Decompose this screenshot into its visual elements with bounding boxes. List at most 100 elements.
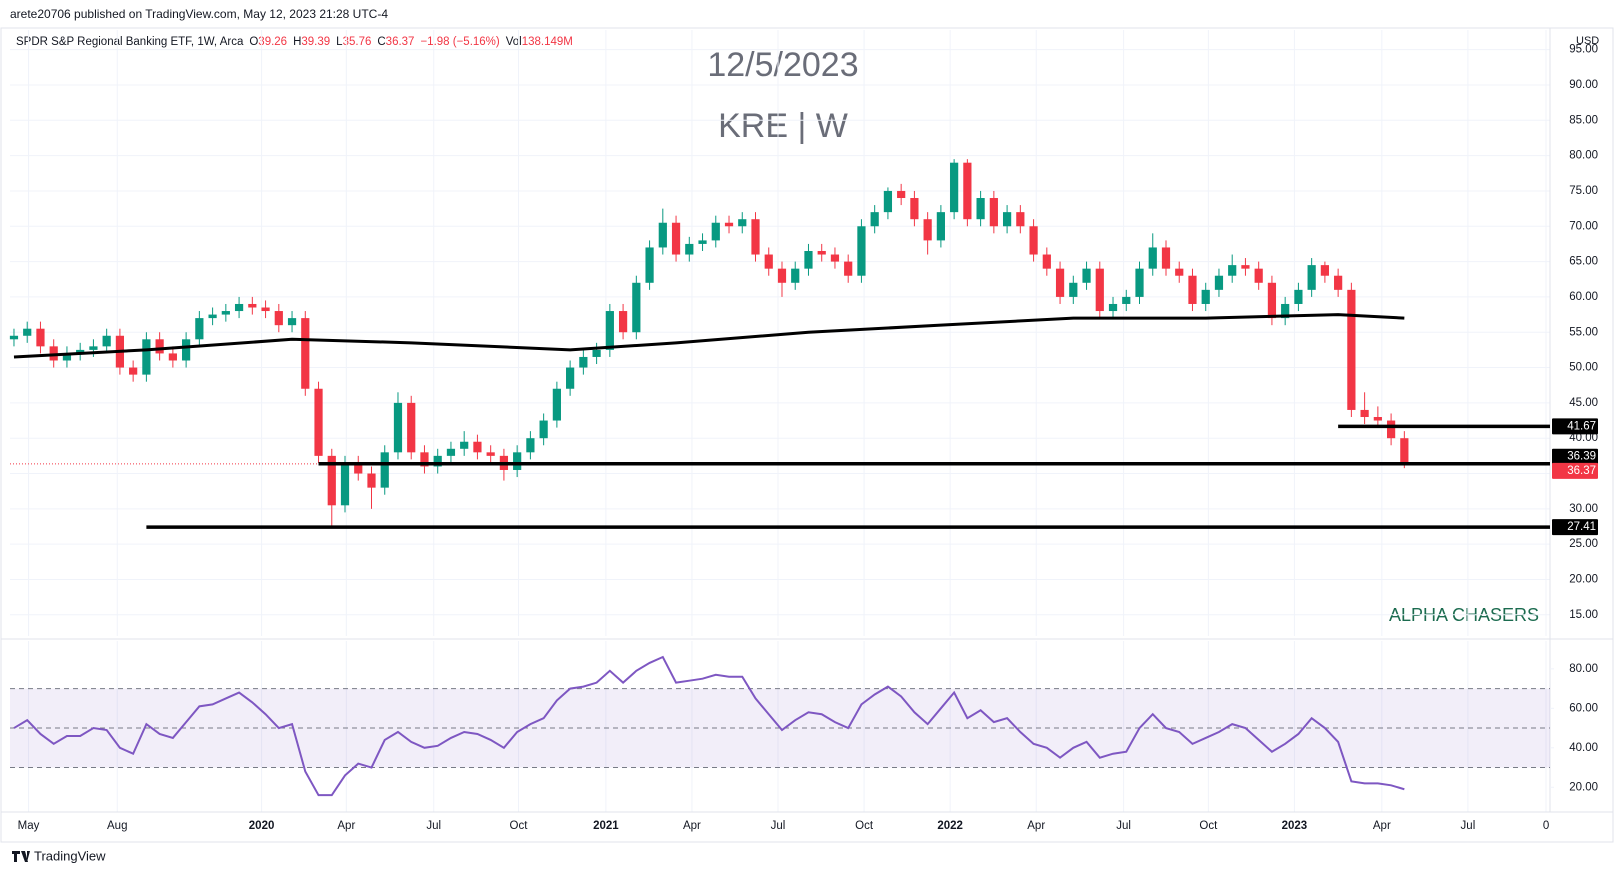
ohlc-value: 35.76 xyxy=(343,36,372,48)
candle-body xyxy=(513,452,522,470)
candle-body xyxy=(671,222,681,255)
candle-body xyxy=(314,388,323,456)
watermark-date: 12/5/2023 xyxy=(707,46,858,84)
x-tick-label: 2021 xyxy=(593,820,619,832)
y-tick-label: 80.00 xyxy=(1569,663,1598,675)
candle-body xyxy=(460,441,469,449)
x-tick-label: 2020 xyxy=(249,820,275,832)
symbol-legend: SPDR S&P Regional Banking ETF, 1W, Arca O… xyxy=(16,36,573,48)
x-tick-label: May xyxy=(18,820,40,832)
candle-body xyxy=(963,162,972,220)
y-tick-label: 85.00 xyxy=(1569,114,1598,126)
candle-body xyxy=(1373,417,1382,421)
candle-body xyxy=(168,353,177,361)
candle-body xyxy=(301,318,310,389)
x-tick-label: Oct xyxy=(855,820,874,832)
candle-body xyxy=(1214,275,1224,290)
candle-body xyxy=(1386,420,1396,439)
y-tick-label: 20.00 xyxy=(1569,574,1598,586)
candle-body xyxy=(367,473,376,488)
x-tick-label: 2022 xyxy=(937,820,963,832)
ohlc-key: O xyxy=(249,36,258,48)
level-tag xyxy=(1552,519,1598,536)
candle-body xyxy=(1029,226,1038,255)
published-line: arete20706 published on TradingView.com,… xyxy=(10,7,388,21)
level-label: 41.67 xyxy=(1567,420,1596,432)
candle-body xyxy=(711,222,720,241)
candle-body xyxy=(1307,265,1316,290)
candle-body xyxy=(1016,212,1025,227)
candle-body xyxy=(1334,275,1343,290)
candle-body xyxy=(195,318,204,340)
candle-body xyxy=(420,452,429,467)
candle-body xyxy=(791,268,800,283)
candle-body xyxy=(23,328,32,336)
vol-key: Vol xyxy=(506,36,522,48)
candle-body xyxy=(936,212,945,241)
candle-body xyxy=(552,388,561,421)
candle-body xyxy=(592,349,601,357)
y-tick-label: 55.00 xyxy=(1569,326,1598,338)
candle-body xyxy=(248,303,257,308)
candle-body xyxy=(897,190,906,199)
candle-body xyxy=(658,222,667,248)
y-tick-label: 45.00 xyxy=(1569,397,1598,409)
candle-body xyxy=(989,198,998,227)
currency: USD xyxy=(1576,35,1599,47)
candle-body xyxy=(261,307,270,312)
candle-body xyxy=(380,452,389,488)
ohlc-key: L xyxy=(336,36,343,48)
candle-body xyxy=(327,455,336,506)
candle-body xyxy=(1002,212,1012,227)
candle-body xyxy=(407,402,416,453)
last-price-label: 36.37 xyxy=(1567,465,1596,477)
moving-average xyxy=(13,313,1405,359)
candle-body xyxy=(208,314,217,319)
y-tick-label: 70.00 xyxy=(1569,220,1598,232)
candle-body xyxy=(817,250,826,255)
footer-brand: TradingView xyxy=(34,848,106,863)
x-tick-label: Jul xyxy=(771,820,786,832)
candle-body xyxy=(1228,265,1237,276)
symbol-name: SPDR S&P Regional Banking ETF, 1W, Arca xyxy=(16,36,244,48)
candle-body xyxy=(1201,289,1210,304)
y-tick-label: 20.00 xyxy=(1569,781,1598,793)
candle-body xyxy=(777,268,787,283)
candle-body xyxy=(844,261,853,276)
y-tick-label: 40.00 xyxy=(1569,432,1598,444)
candle-body xyxy=(486,452,495,456)
x-tick-label: Apr xyxy=(1027,820,1045,832)
candle-body xyxy=(1042,254,1051,269)
candle-body xyxy=(182,339,191,361)
candle-body xyxy=(923,219,932,241)
y-tick-label: 50.00 xyxy=(1569,362,1598,374)
x-tick-label: Jul xyxy=(1116,820,1131,832)
candle-body xyxy=(142,339,151,375)
candle-body xyxy=(724,222,734,227)
x-tick-label: Apr xyxy=(683,820,701,832)
candle-body xyxy=(1148,247,1157,269)
x-tick-label: 0 xyxy=(1543,820,1549,832)
x-tick-label: Apr xyxy=(1373,820,1391,832)
y-tick-label: 95.00 xyxy=(1569,44,1598,56)
candle-body xyxy=(1055,268,1065,297)
candle-body xyxy=(857,226,866,276)
candle-body xyxy=(155,339,164,354)
chart-frame xyxy=(0,27,1614,843)
candle-body xyxy=(830,254,840,262)
candle-body xyxy=(473,441,482,453)
candle-body xyxy=(1122,296,1131,304)
candle-body xyxy=(1254,268,1263,283)
candle-body xyxy=(1161,247,1171,269)
x-tick-label: 2023 xyxy=(1282,820,1308,832)
candle-body xyxy=(1294,289,1303,304)
candle-body xyxy=(1082,268,1091,283)
candle-body xyxy=(62,353,72,361)
candle-body xyxy=(102,335,111,347)
vol-value: 138.149M xyxy=(522,36,573,48)
candle-body xyxy=(579,356,588,368)
footer-logo xyxy=(12,851,30,862)
candle-body xyxy=(645,247,654,283)
